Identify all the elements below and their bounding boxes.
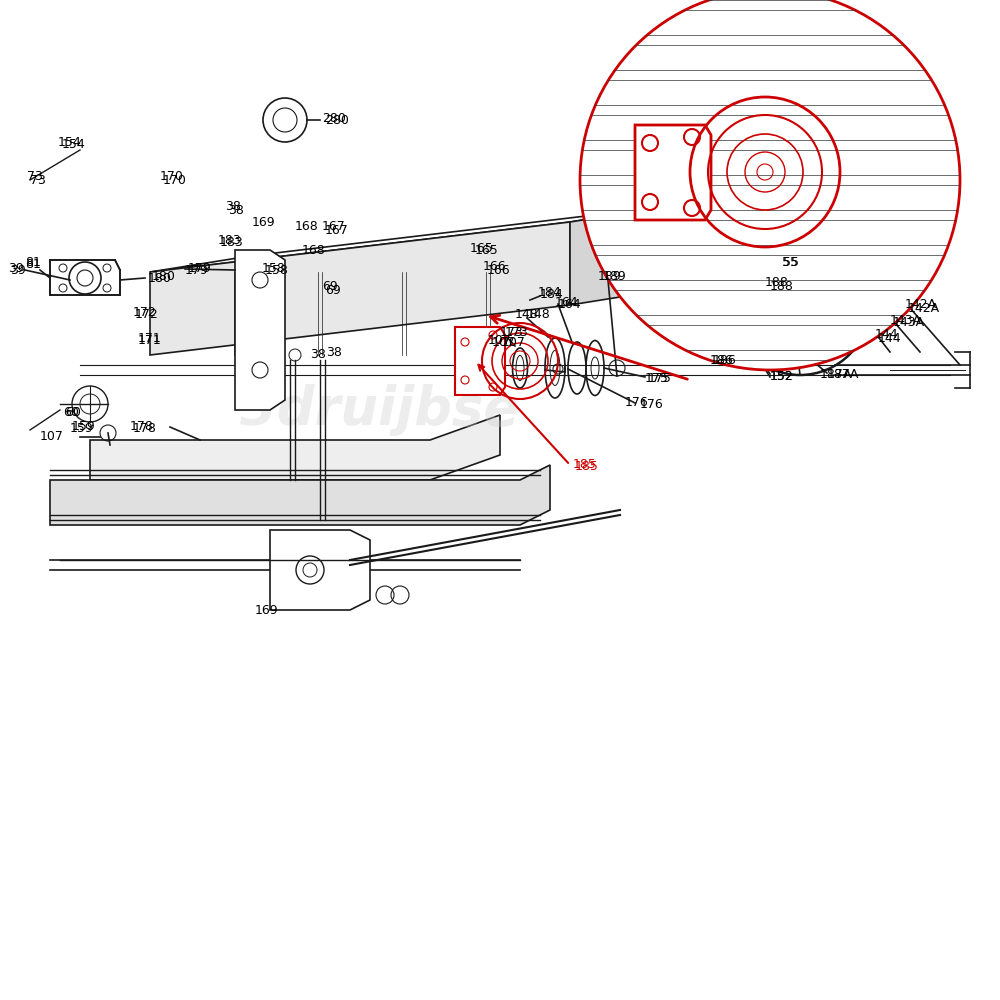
Text: 164: 164 xyxy=(558,298,582,312)
Text: 180: 180 xyxy=(148,271,172,284)
Text: 173: 173 xyxy=(500,326,524,338)
Text: 159: 159 xyxy=(72,420,96,434)
Text: 185: 185 xyxy=(573,458,597,472)
Text: 60: 60 xyxy=(65,406,81,418)
Text: 69: 69 xyxy=(325,284,341,296)
Text: 158: 158 xyxy=(262,261,286,274)
Text: 184: 184 xyxy=(540,288,564,302)
Text: 3druijbse: 3druijbse xyxy=(240,384,520,436)
Text: 144: 144 xyxy=(878,332,902,344)
Text: 143A: 143A xyxy=(890,314,922,326)
Text: 142A: 142A xyxy=(905,298,937,312)
Text: 159: 159 xyxy=(70,422,94,434)
Text: 60: 60 xyxy=(63,406,79,420)
Text: 186: 186 xyxy=(713,354,737,366)
Text: 183: 183 xyxy=(218,233,242,246)
Text: 188: 188 xyxy=(770,280,794,294)
Polygon shape xyxy=(270,530,370,610)
Text: 148: 148 xyxy=(527,308,551,322)
Text: 169: 169 xyxy=(252,216,276,229)
Polygon shape xyxy=(235,250,285,410)
Polygon shape xyxy=(90,415,500,480)
Text: 178: 178 xyxy=(130,420,154,434)
Polygon shape xyxy=(150,222,570,355)
Text: 168: 168 xyxy=(302,243,326,256)
Text: 188: 188 xyxy=(765,275,789,288)
Text: 144: 144 xyxy=(875,328,899,342)
Text: 39: 39 xyxy=(8,261,24,274)
Text: 69: 69 xyxy=(322,280,338,294)
Text: 158: 158 xyxy=(265,263,289,276)
Text: 142A: 142A xyxy=(908,302,940,314)
Text: 167: 167 xyxy=(325,224,349,236)
Text: 184: 184 xyxy=(538,286,562,300)
Text: 186: 186 xyxy=(710,354,734,366)
Text: 187A: 187A xyxy=(820,368,852,381)
Text: 178: 178 xyxy=(133,422,157,434)
Text: 165: 165 xyxy=(470,241,494,254)
Text: 107: 107 xyxy=(488,334,512,347)
Text: 167: 167 xyxy=(322,221,346,233)
Text: 179: 179 xyxy=(185,263,209,276)
Text: 183: 183 xyxy=(220,235,244,248)
Text: 55: 55 xyxy=(782,255,798,268)
Text: 185: 185 xyxy=(575,460,599,474)
Text: 148: 148 xyxy=(515,308,539,322)
Text: 176: 176 xyxy=(625,396,649,410)
Text: 164: 164 xyxy=(555,296,579,308)
Text: 154: 154 xyxy=(62,137,86,150)
Text: 165: 165 xyxy=(475,243,499,256)
Text: 38: 38 xyxy=(326,347,342,360)
Text: 280: 280 xyxy=(322,111,346,124)
Text: 280: 280 xyxy=(325,113,349,126)
Polygon shape xyxy=(50,465,550,525)
Text: 73: 73 xyxy=(27,170,43,184)
Text: 143A: 143A xyxy=(893,316,925,330)
Text: 168: 168 xyxy=(295,221,319,233)
Text: 166: 166 xyxy=(483,260,507,273)
Text: 187A: 187A xyxy=(827,368,859,381)
Text: 154: 154 xyxy=(58,135,82,148)
Circle shape xyxy=(580,0,960,370)
Polygon shape xyxy=(50,260,120,295)
Text: 172: 172 xyxy=(133,306,157,320)
Text: 176: 176 xyxy=(640,398,664,412)
Text: 152: 152 xyxy=(770,369,794,382)
Text: 107: 107 xyxy=(502,336,526,349)
Text: 38: 38 xyxy=(225,200,241,214)
Text: 81: 81 xyxy=(25,258,41,271)
Text: 169: 169 xyxy=(255,603,279,616)
Text: 38: 38 xyxy=(310,349,326,361)
Text: 107: 107 xyxy=(40,430,64,444)
Text: 171: 171 xyxy=(138,332,162,344)
Text: 38: 38 xyxy=(228,204,244,217)
Text: 170: 170 xyxy=(163,174,187,186)
Text: 107: 107 xyxy=(492,336,516,349)
Text: 175: 175 xyxy=(648,371,672,384)
Text: 180: 180 xyxy=(152,269,176,282)
Text: 152: 152 xyxy=(770,369,794,382)
Text: 81: 81 xyxy=(25,256,41,269)
Text: 73: 73 xyxy=(30,174,46,186)
Text: 55: 55 xyxy=(783,255,799,268)
Text: 179: 179 xyxy=(188,261,212,274)
Text: 172: 172 xyxy=(135,308,159,322)
Polygon shape xyxy=(455,327,505,395)
Text: 39: 39 xyxy=(10,263,26,276)
Text: 173: 173 xyxy=(505,326,529,338)
Polygon shape xyxy=(570,206,670,305)
Polygon shape xyxy=(150,206,670,272)
Text: 166: 166 xyxy=(487,263,511,276)
Text: 189: 189 xyxy=(598,270,622,284)
Text: 175: 175 xyxy=(645,371,669,384)
Text: 171: 171 xyxy=(138,334,162,347)
Text: 170: 170 xyxy=(160,170,184,184)
Text: 189: 189 xyxy=(603,270,627,284)
Polygon shape xyxy=(635,125,711,220)
